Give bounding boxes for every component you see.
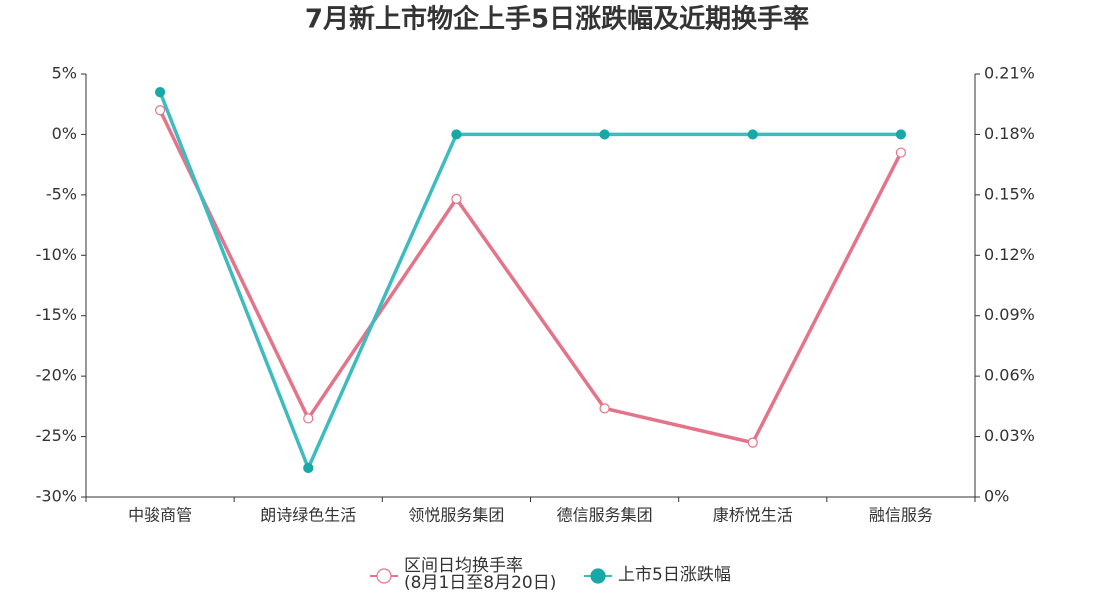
y-tick-label: -10% [36, 245, 77, 264]
data-point [895, 147, 907, 158]
data-point [895, 129, 907, 140]
y2-tick-label: 0.09% [984, 305, 1035, 324]
y2-tick-label: 0.18% [984, 124, 1035, 143]
y-tick-label: 5% [52, 64, 77, 83]
y2-tick-label: 0.06% [984, 366, 1035, 385]
data-point [599, 129, 610, 140]
legend-label: 区间日均换手率 (8月1日至8月20日) [404, 556, 557, 593]
data-point [303, 413, 314, 424]
series-line [158, 109, 903, 445]
data-point [154, 87, 166, 98]
data-point [747, 129, 758, 140]
y2-tick-label: 0% [984, 487, 1009, 506]
legend-label: 上市5日涨跌幅 [618, 565, 731, 585]
x-tick-label: 德信服务集团 [557, 506, 653, 525]
x-tick-label: 领悦服务集团 [408, 506, 504, 525]
legend-marker [376, 568, 392, 584]
y-tick-label: -15% [36, 305, 77, 324]
x-tick-label: 康桥悦生活 [713, 506, 793, 525]
data-point [303, 462, 314, 474]
y-tick-label: -5% [46, 184, 77, 203]
data-point [451, 193, 462, 204]
y2-tick-label: 0.03% [984, 426, 1035, 445]
chart-title: 7月新上市物企上手5日涨跌幅及近期换手率 [305, 4, 809, 35]
data-point [747, 437, 758, 448]
x-tick-label: 中骏商管 [128, 506, 192, 525]
series-line [158, 91, 901, 470]
y-tick-label: -30% [36, 487, 77, 506]
y2-tick-label: 0.12% [984, 245, 1035, 264]
data-point [154, 105, 166, 116]
y-tick-label: -25% [36, 426, 77, 445]
x-tick-label: 朗诗绿色生活 [260, 506, 356, 525]
x-tick-label: 融信服务 [869, 506, 933, 525]
y2-tick-label: 0.15% [984, 184, 1035, 203]
legend-marker [590, 568, 606, 584]
y-tick-label: -20% [36, 366, 77, 385]
y-tick-label: 0% [52, 124, 77, 143]
y2-tick-label: 0.21% [984, 64, 1035, 83]
data-point [599, 403, 610, 414]
data-point [451, 129, 462, 140]
